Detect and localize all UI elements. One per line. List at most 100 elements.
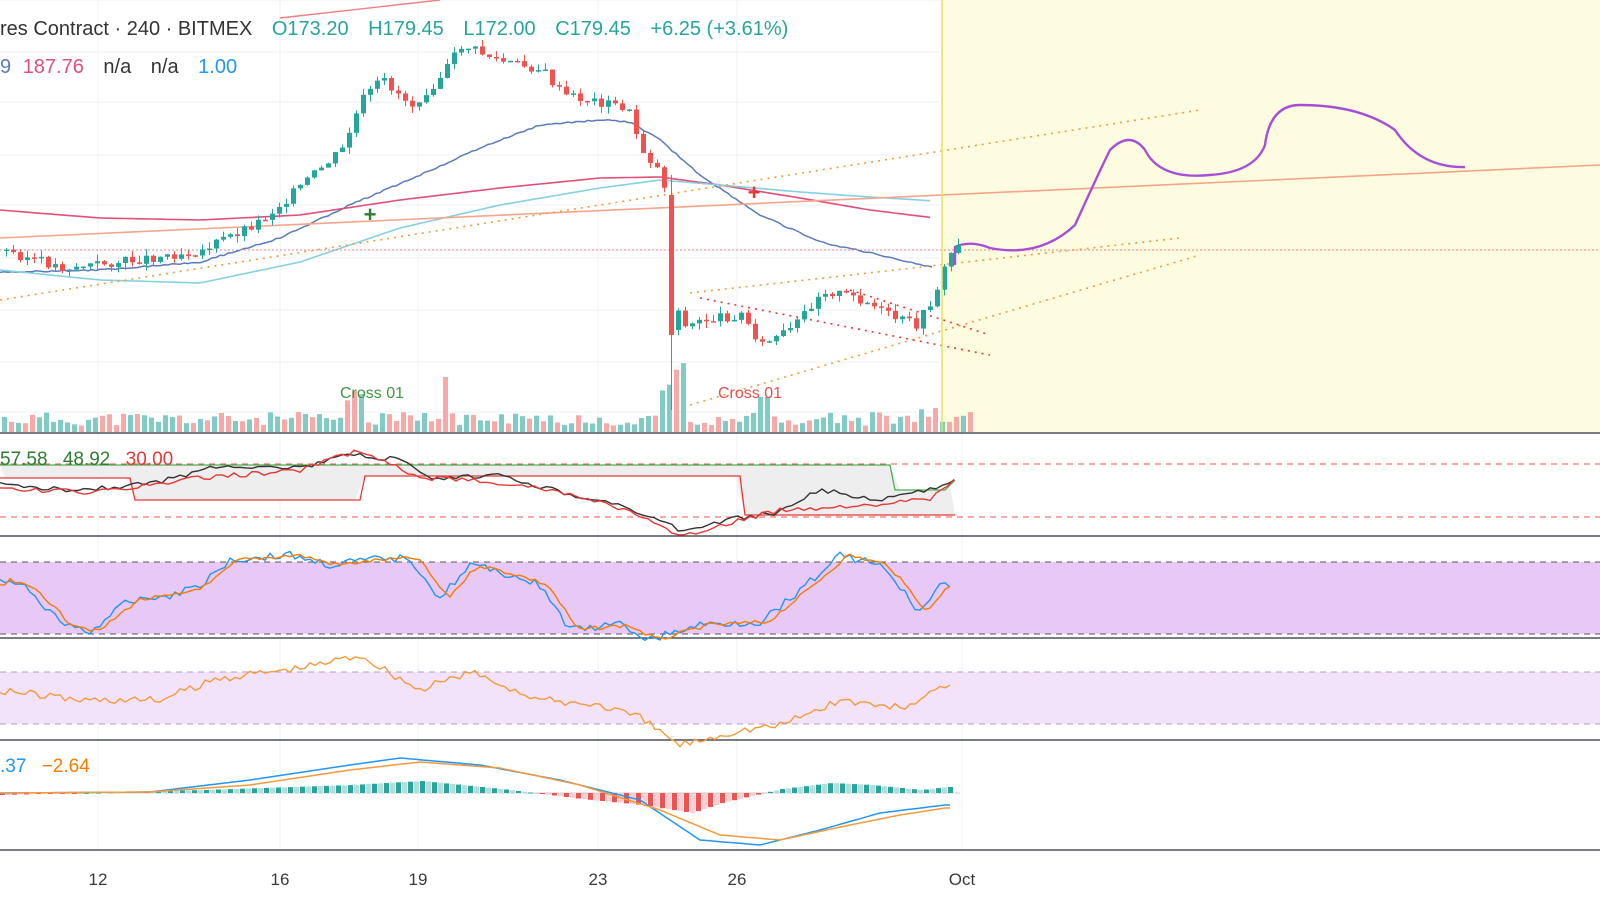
volume-bar xyxy=(569,423,574,432)
volume-bar xyxy=(765,397,770,432)
candle-body xyxy=(4,249,9,252)
macd-hist-bar xyxy=(942,787,947,793)
volume-bar xyxy=(282,419,287,432)
macd-hist-bar xyxy=(354,784,359,793)
macd-hist-bar xyxy=(252,788,257,793)
volume-bar xyxy=(2,416,7,432)
volume-bar xyxy=(870,412,875,432)
volume-bar xyxy=(198,418,203,432)
volume-bar xyxy=(576,415,581,432)
volume-bar xyxy=(506,423,511,432)
volume-bar xyxy=(800,423,805,432)
macd-hist-bar xyxy=(372,783,377,793)
rsi-line xyxy=(0,655,951,748)
candle-body xyxy=(858,295,863,304)
oscillator-legend: 57.58 48.92 30.00 xyxy=(0,449,183,471)
macd-hist-bar xyxy=(474,786,479,793)
macd-hist-bar xyxy=(162,790,167,793)
candle-body xyxy=(746,312,751,324)
macd-hist-bar xyxy=(516,791,521,793)
high-value: H179.45 xyxy=(368,18,444,40)
macd-hist-bar xyxy=(420,781,425,793)
macd-hist-bar xyxy=(714,793,719,805)
candle-body xyxy=(256,219,261,230)
candle-body xyxy=(760,339,765,342)
volume-bar xyxy=(65,422,70,432)
candle-body xyxy=(298,184,303,189)
volume-bar xyxy=(520,416,525,432)
candle-body xyxy=(683,310,688,327)
volume-bar xyxy=(667,384,672,432)
volume-bar xyxy=(149,417,154,432)
macd-hist-bar xyxy=(564,793,569,797)
macd-hist-bar xyxy=(72,793,77,794)
macd-hist-bar xyxy=(348,785,353,793)
candle-body xyxy=(193,255,198,257)
osc-fill xyxy=(0,465,955,515)
candle-body xyxy=(620,103,625,110)
volume-bar xyxy=(730,418,735,432)
volume-bar xyxy=(44,412,49,432)
volume-bar xyxy=(709,425,714,432)
volume-bar xyxy=(275,416,280,432)
candle-body xyxy=(599,98,604,107)
candle-body xyxy=(158,256,163,262)
volume-bar xyxy=(954,416,959,432)
macd-hist-bar xyxy=(774,790,779,793)
candle-body xyxy=(11,249,16,253)
oscillator-pane xyxy=(0,449,1600,536)
volume-bar xyxy=(702,422,707,432)
candle-body xyxy=(18,252,23,261)
candle-body xyxy=(522,61,527,67)
ema-red-line xyxy=(0,176,931,221)
volume-bar xyxy=(114,425,119,432)
candle-body xyxy=(501,58,506,62)
volume-bar xyxy=(492,421,497,432)
candle-body xyxy=(249,226,254,230)
stoch-band xyxy=(0,562,1600,634)
macd-legend: .37 −2.64 xyxy=(0,756,100,778)
volume-bar xyxy=(464,414,469,432)
candle-body xyxy=(830,293,835,296)
candle-body xyxy=(32,257,37,259)
macd-hist-bar xyxy=(318,786,323,793)
volume-bar xyxy=(100,415,105,432)
volume-bar xyxy=(72,424,77,432)
cross-marker-green: + xyxy=(364,202,377,227)
macd-hist-bar xyxy=(234,788,239,793)
candle-body xyxy=(207,248,212,251)
volume-bar xyxy=(863,425,868,432)
macd-hist-bar xyxy=(888,786,893,793)
osc-green-line xyxy=(0,464,956,491)
macd-hist-bar xyxy=(12,793,17,795)
macd-hist-bar xyxy=(168,790,173,793)
macd-hist-bar xyxy=(588,793,593,800)
candle-body xyxy=(312,170,317,178)
candle-body xyxy=(823,293,828,297)
candle-body xyxy=(529,66,534,72)
macd-hist-bar xyxy=(174,790,179,793)
cross-label-red: Cross 01 xyxy=(718,385,783,402)
candle-body xyxy=(228,234,233,237)
trendline-drawings[interactable]: ++ xyxy=(0,0,1600,406)
candle-body xyxy=(179,254,184,259)
macd-hist-bar xyxy=(450,784,455,793)
macd-hist-bar xyxy=(264,787,269,793)
candle-body xyxy=(725,313,730,322)
sma-cyan-line xyxy=(0,179,931,284)
macd-hist-bar xyxy=(426,781,431,793)
candle-body xyxy=(571,93,576,95)
ohlc-legend: res Contract · 240 · BITMEX O173.20 H179… xyxy=(0,18,802,41)
macd-hist-bar xyxy=(528,792,533,794)
candle-body xyxy=(417,102,422,107)
candle-body xyxy=(487,54,492,58)
candle-body xyxy=(361,94,366,114)
candle-body xyxy=(732,319,737,322)
candle-body xyxy=(137,262,142,264)
macd-hist-bar xyxy=(438,782,443,793)
candle-body xyxy=(753,323,758,340)
volume-bar xyxy=(961,415,966,432)
candle-body xyxy=(851,292,856,296)
volume-bar xyxy=(681,363,686,432)
